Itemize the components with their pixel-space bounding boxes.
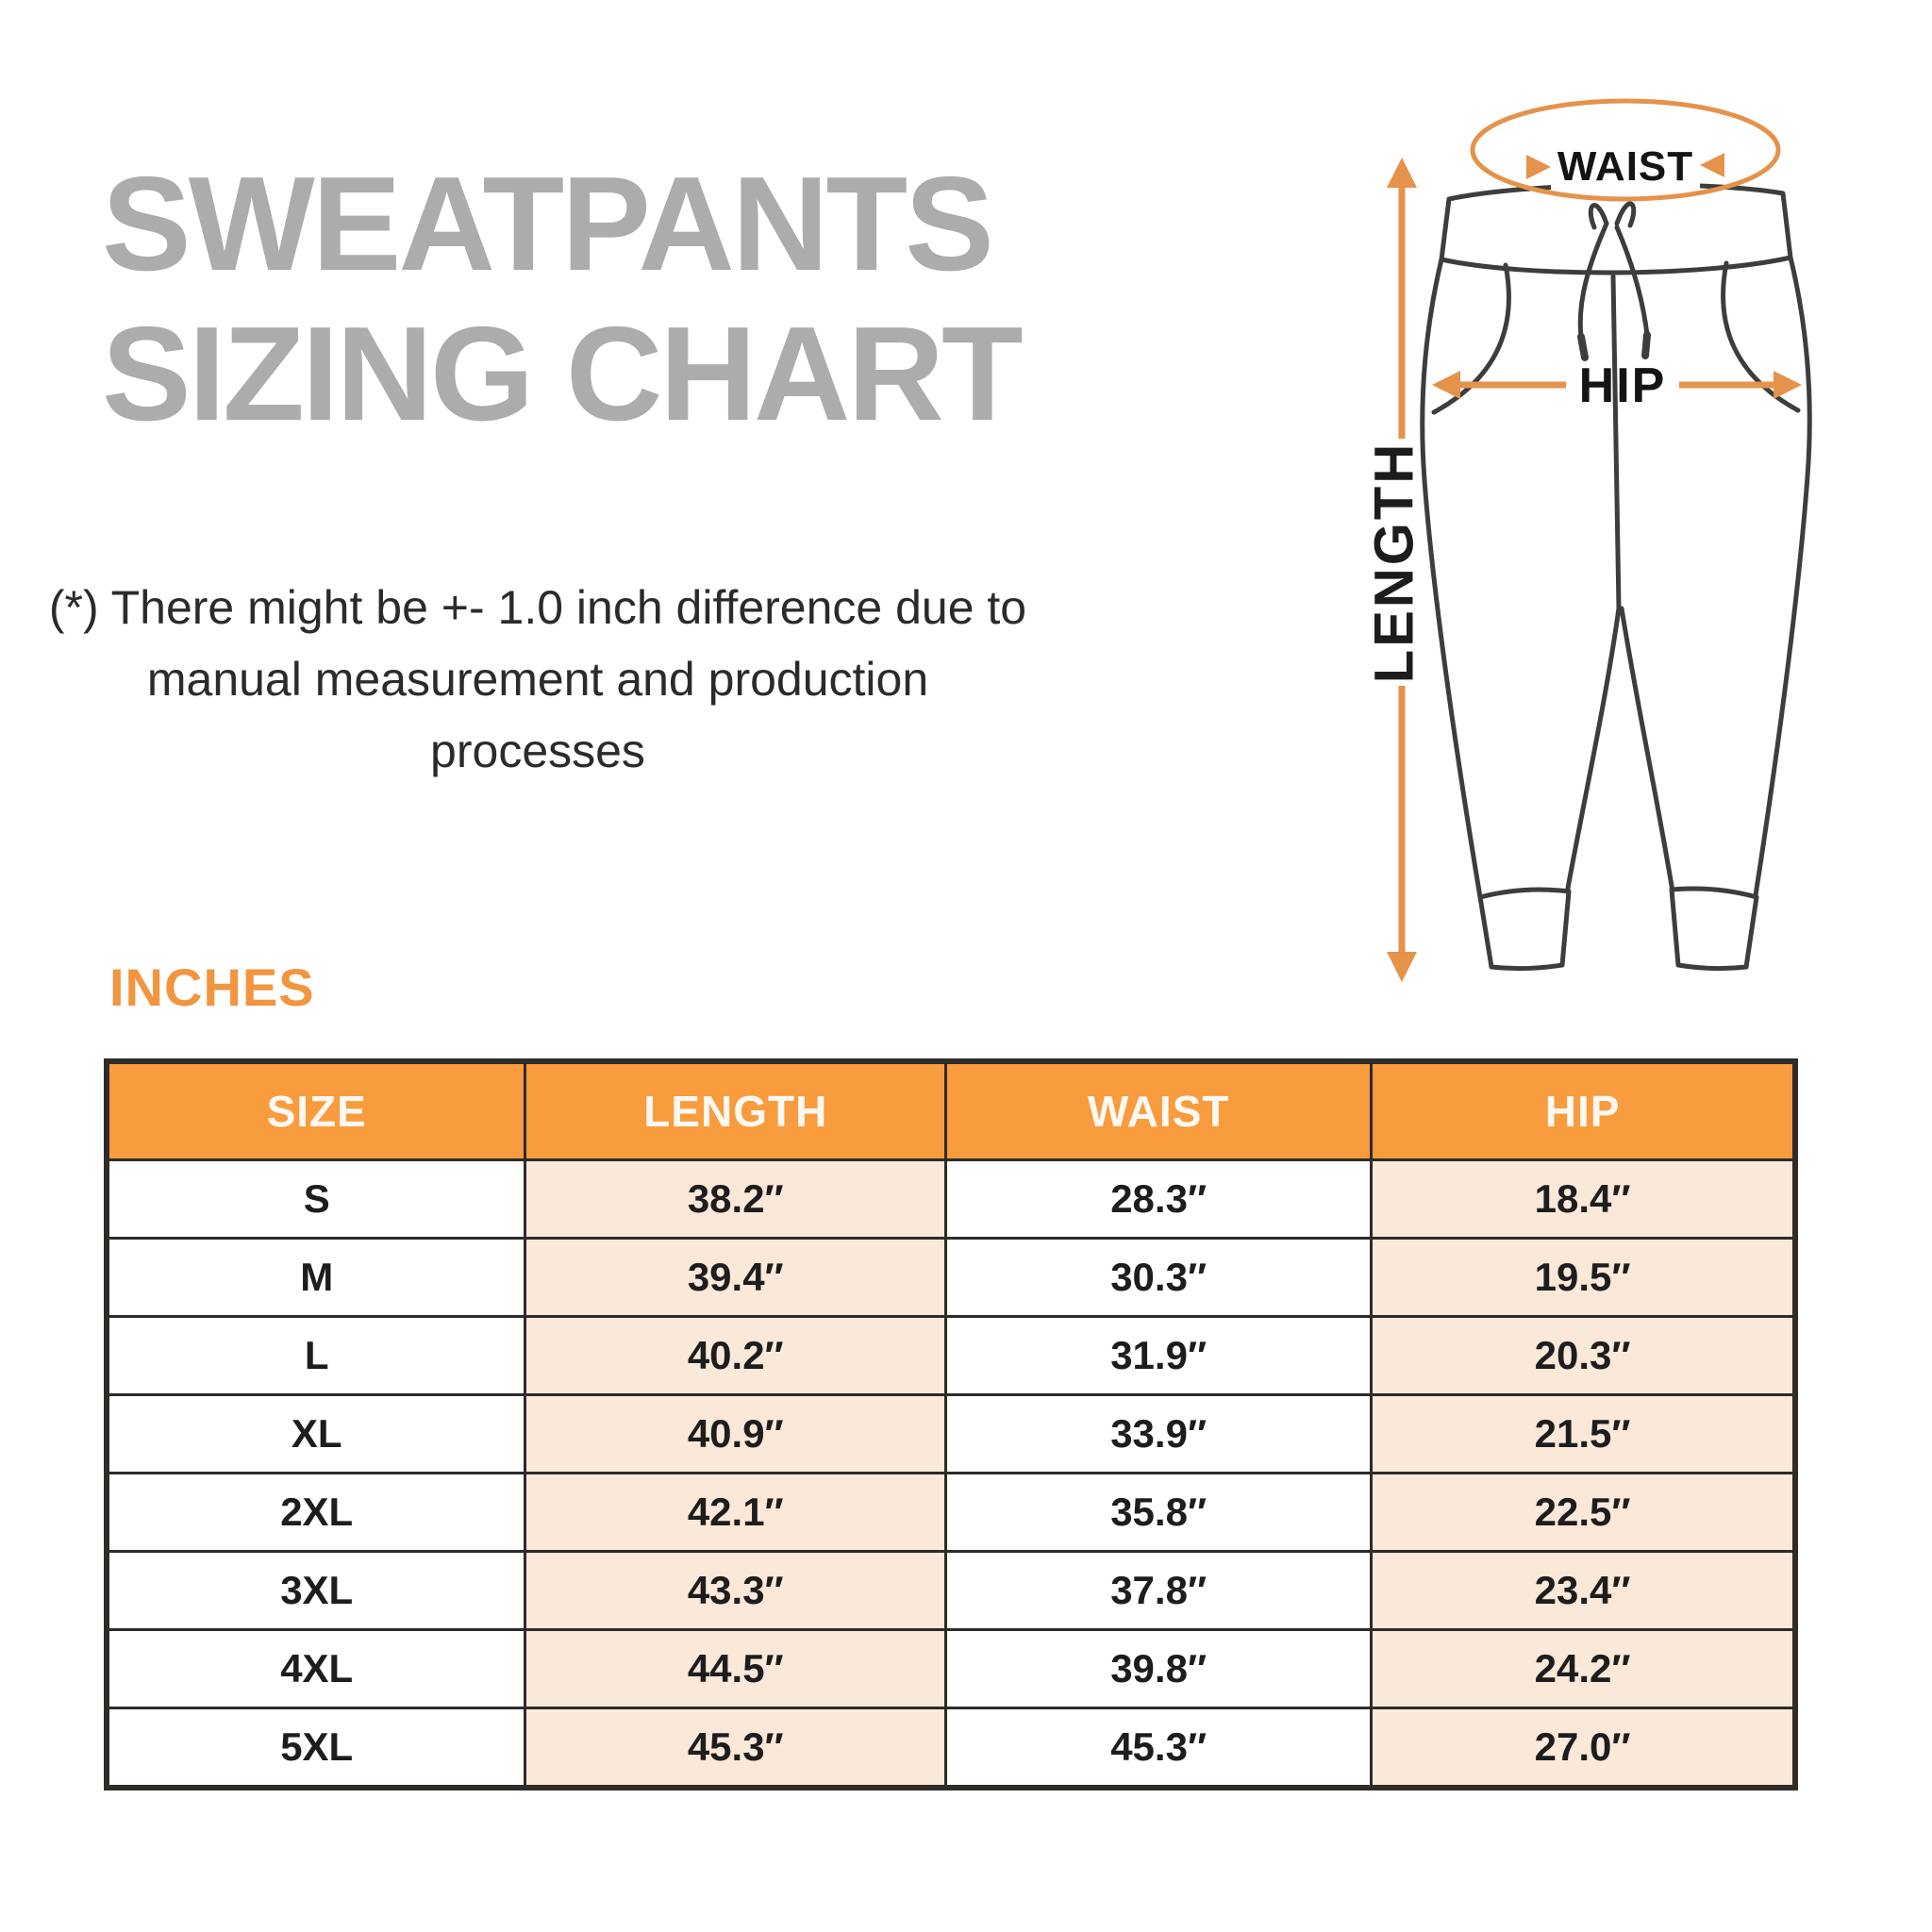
cell-waist: 39.8″ bbox=[944, 1628, 1374, 1709]
page-title-line2: SIZING CHART bbox=[102, 299, 1024, 450]
cell-size: 4XL bbox=[105, 1628, 527, 1709]
cell-waist: 28.3″ bbox=[944, 1158, 1374, 1240]
cell-size: 3XL bbox=[105, 1550, 527, 1631]
table-row: 2XL 42.1″ 35.8″ 22.5″ bbox=[105, 1472, 1797, 1553]
hip-arrow bbox=[1432, 371, 1802, 399]
cell-hip: 21.5″ bbox=[1370, 1393, 1797, 1474]
cell-hip: 19.5″ bbox=[1370, 1237, 1797, 1318]
size-table-header: SIZE LENGTH WAIST HIP bbox=[105, 1059, 1797, 1161]
cell-size: 2XL bbox=[105, 1472, 527, 1553]
units-label: INCHES bbox=[109, 958, 315, 1017]
sweatpants-measurement-diagram: LENGTH HIP bbox=[1363, 98, 1812, 982]
disclaimer-text: (*) There might be +- 1.0 inch differenc… bbox=[36, 572, 1040, 787]
cell-size: XL bbox=[105, 1393, 527, 1474]
cell-waist: 45.3″ bbox=[944, 1707, 1374, 1790]
cell-hip: 24.2″ bbox=[1370, 1628, 1797, 1709]
table-row: M 39.4″ 30.3″ 19.5″ bbox=[105, 1237, 1797, 1318]
length-arrow bbox=[1387, 158, 1417, 982]
cell-hip: 20.3″ bbox=[1370, 1315, 1797, 1396]
waist-diagram-label: WAIST bbox=[1557, 143, 1693, 190]
cell-hip: 22.5″ bbox=[1370, 1472, 1797, 1553]
cell-hip: 18.4″ bbox=[1370, 1158, 1797, 1240]
left-pocket-line bbox=[1431, 262, 1511, 415]
table-row: 3XL 43.3″ 37.8″ 23.4″ bbox=[105, 1550, 1797, 1631]
column-header-hip: HIP bbox=[1370, 1059, 1797, 1161]
cell-hip: 27.0″ bbox=[1370, 1707, 1797, 1790]
column-header-size: SIZE bbox=[105, 1059, 527, 1161]
hip-diagram-label: HIP bbox=[1579, 358, 1667, 413]
column-header-waist: WAIST bbox=[944, 1059, 1374, 1161]
cell-size: S bbox=[105, 1158, 527, 1240]
table-row: S 38.2″ 28.3″ 18.4″ bbox=[105, 1158, 1797, 1240]
column-header-length: LENGTH bbox=[524, 1059, 948, 1161]
cell-waist: 33.9″ bbox=[944, 1393, 1374, 1474]
cell-size: L bbox=[105, 1315, 527, 1396]
cell-length: 39.4″ bbox=[524, 1237, 948, 1318]
table-row: 5XL 45.3″ 45.3″ 27.0″ bbox=[105, 1707, 1797, 1790]
cell-size: M bbox=[105, 1237, 527, 1318]
cell-length: 43.3″ bbox=[524, 1550, 948, 1631]
disclaimer-line1: (*) There might be +- 1.0 inch differenc… bbox=[48, 581, 1027, 634]
cell-length: 40.9″ bbox=[524, 1393, 948, 1474]
drawstring-right bbox=[1614, 225, 1650, 338]
right-cuff bbox=[1669, 886, 1759, 972]
size-table-body: S 38.2″ 28.3″ 18.4″ M 39.4″ 30.3″ 19.5″ L 40.2″ 31… bbox=[105, 1158, 1797, 1790]
cell-size: 5XL bbox=[105, 1707, 527, 1790]
cell-length: 38.2″ bbox=[524, 1158, 948, 1240]
cell-hip: 23.4″ bbox=[1370, 1550, 1797, 1631]
cell-waist: 37.8″ bbox=[944, 1550, 1374, 1631]
size-table: SIZE LENGTH WAIST HIP S 38.2″ 28.3″ 18.4″ M 3… bbox=[104, 1058, 1798, 1790]
table-row: 4XL 44.5″ 39.8″ 24.2″ bbox=[105, 1628, 1797, 1709]
length-diagram-label: LENGTH bbox=[1363, 441, 1424, 683]
cell-length: 44.5″ bbox=[524, 1628, 948, 1709]
disclaimer-line2: manual measurement and production proces… bbox=[146, 653, 929, 777]
page-title: SWEATPANTS SIZING CHART bbox=[102, 149, 1024, 450]
waist-measure-ellipse bbox=[1470, 98, 1781, 202]
cell-length: 40.2″ bbox=[524, 1315, 948, 1396]
cell-length: 45.3″ bbox=[524, 1707, 948, 1790]
pants-outline bbox=[1420, 182, 1812, 972]
cell-waist: 35.8″ bbox=[944, 1472, 1374, 1553]
table-row: XL 40.9″ 33.9″ 21.5″ bbox=[105, 1393, 1797, 1474]
cell-waist: 30.3″ bbox=[944, 1237, 1374, 1318]
drawstring-left bbox=[1577, 221, 1609, 340]
cell-waist: 31.9″ bbox=[944, 1315, 1374, 1396]
left-cuff bbox=[1477, 887, 1572, 972]
page-title-line1: SWEATPANTS bbox=[102, 149, 994, 299]
table-row: L 40.2″ 31.9″ 20.3″ bbox=[105, 1315, 1797, 1396]
cell-length: 42.1″ bbox=[524, 1472, 948, 1553]
waist-arrowheads bbox=[1526, 153, 1724, 179]
